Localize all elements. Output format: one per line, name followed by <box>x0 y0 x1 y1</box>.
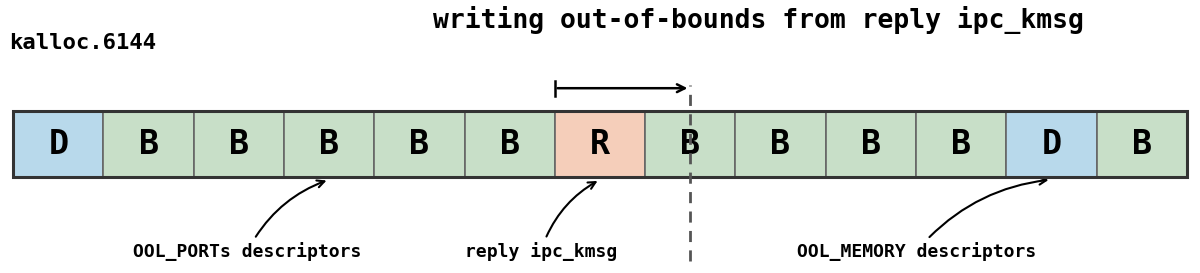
Bar <box>916 111 1007 177</box>
Text: B: B <box>319 128 340 161</box>
Text: B: B <box>1132 128 1152 161</box>
Text: reply ipc_kmsg: reply ipc_kmsg <box>464 182 617 261</box>
Bar <box>554 111 646 177</box>
Text: B: B <box>409 128 430 161</box>
Text: writing out-of-bounds from reply ipc_kmsg: writing out-of-bounds from reply ipc_kms… <box>432 6 1084 34</box>
Bar <box>13 111 1187 177</box>
Text: B: B <box>860 128 881 161</box>
Text: B: B <box>952 128 971 161</box>
Text: B: B <box>770 128 791 161</box>
Bar <box>374 111 464 177</box>
Text: D: D <box>1042 128 1062 161</box>
Bar <box>826 111 916 177</box>
Text: R: R <box>590 128 610 161</box>
Bar <box>103 111 193 177</box>
Text: B: B <box>138 128 158 161</box>
Bar <box>284 111 374 177</box>
Bar <box>646 111 736 177</box>
Text: D: D <box>48 128 68 161</box>
Bar <box>736 111 826 177</box>
Bar <box>13 111 103 177</box>
Text: B: B <box>680 128 701 161</box>
Text: kalloc.6144: kalloc.6144 <box>8 32 156 52</box>
Text: B: B <box>229 128 248 161</box>
Bar <box>1097 111 1187 177</box>
Bar <box>193 111 284 177</box>
Bar <box>464 111 554 177</box>
Bar <box>1007 111 1097 177</box>
Text: B: B <box>499 128 520 161</box>
Text: OOL_PORTs descriptors: OOL_PORTs descriptors <box>133 180 361 261</box>
Text: OOL_MEMORY descriptors: OOL_MEMORY descriptors <box>797 177 1046 261</box>
